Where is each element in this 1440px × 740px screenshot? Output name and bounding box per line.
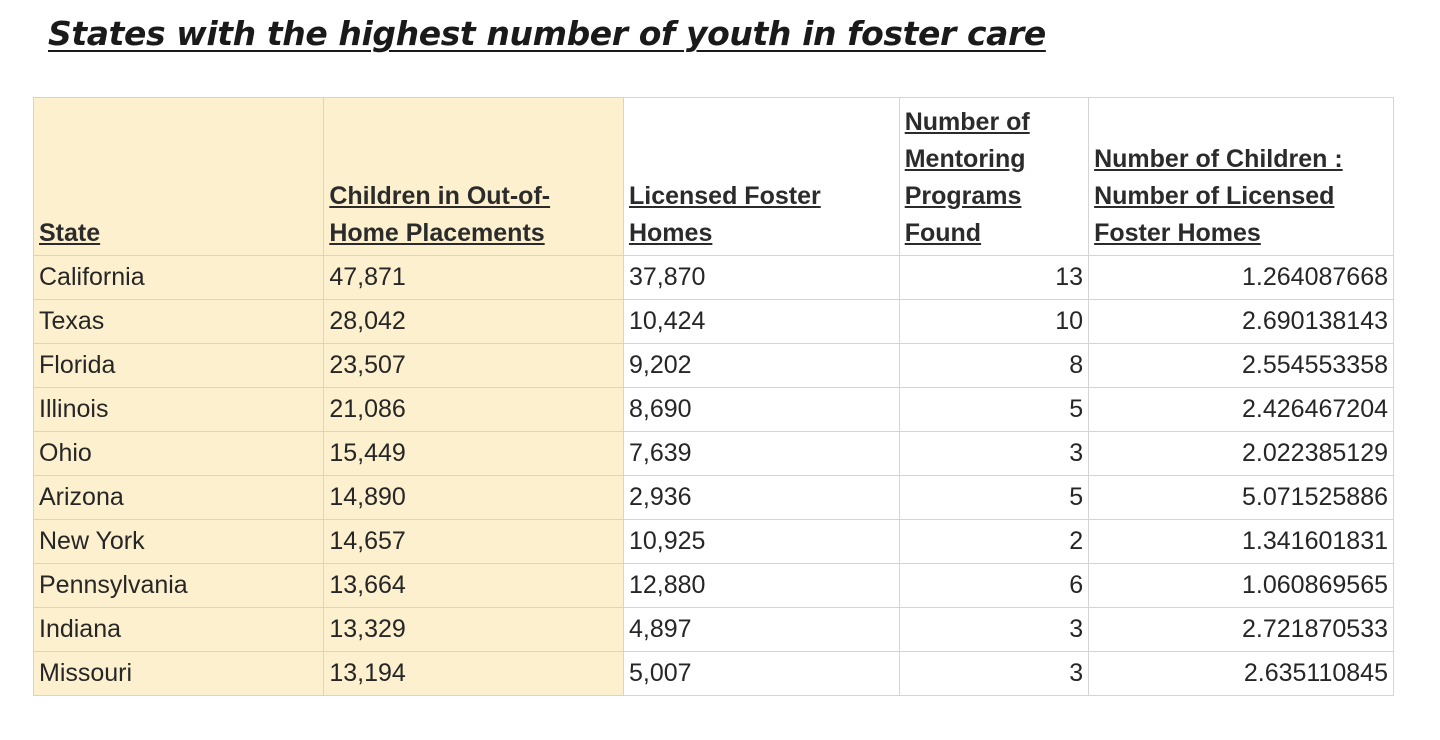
ratio-cell: 2.635110845 (1088, 651, 1394, 696)
programs-cell: 6 (898, 563, 1090, 608)
children-cell: 15,449 (323, 431, 624, 476)
programs-cell: 13 (898, 255, 1090, 300)
homes-cell: 10,925 (622, 519, 900, 564)
ratio-cell: 2.721870533 (1088, 607, 1394, 652)
children-cell: 47,871 (323, 255, 624, 300)
ratio-cell: 5.071525886 (1088, 475, 1394, 520)
table-row: Indiana 13,329 4,897 3 2.721870533 (32, 607, 1394, 652)
programs-cell: 3 (898, 431, 1090, 476)
programs-cell: 5 (898, 387, 1090, 432)
state-cell: Missouri (32, 651, 325, 696)
ratio-cell: 1.060869565 (1088, 563, 1394, 608)
children-cell: 14,657 (323, 519, 624, 564)
header-children-to-homes-ratio: Number of Children : Number of Licensed … (1088, 97, 1394, 256)
header-mentoring-programs: Number of Mentoring Programs Found (898, 97, 1090, 256)
state-cell: Texas (32, 299, 325, 344)
state-cell: Ohio (32, 431, 325, 476)
header-licensed-homes: Licensed Foster Homes (622, 97, 900, 256)
state-cell: Arizona (32, 475, 325, 520)
state-cell: Indiana (32, 607, 325, 652)
children-cell: 21,086 (323, 387, 624, 432)
homes-cell: 8,690 (622, 387, 900, 432)
children-cell: 14,890 (323, 475, 624, 520)
table-row: Ohio 15,449 7,639 3 2.022385129 (32, 431, 1394, 476)
programs-cell: 10 (898, 299, 1090, 344)
state-cell: Illinois (32, 387, 325, 432)
header-state: State (32, 97, 325, 256)
table-row: Texas 28,042 10,424 10 2.690138143 (32, 299, 1394, 344)
programs-cell: 3 (898, 651, 1090, 696)
table-row: California 47,871 37,870 13 1.264087668 (32, 255, 1394, 300)
children-cell: 13,329 (323, 607, 624, 652)
children-cell: 23,507 (323, 343, 624, 388)
homes-cell: 7,639 (622, 431, 900, 476)
homes-cell: 4,897 (622, 607, 900, 652)
ratio-cell: 2.690138143 (1088, 299, 1394, 344)
ratio-cell: 2.426467204 (1088, 387, 1394, 432)
table-row: Illinois 21,086 8,690 5 2.426467204 (32, 387, 1394, 432)
state-cell: California (32, 255, 325, 300)
homes-cell: 2,936 (622, 475, 900, 520)
homes-cell: 10,424 (622, 299, 900, 344)
state-cell: Florida (32, 343, 325, 388)
children-cell: 28,042 (323, 299, 624, 344)
state-cell: Pennsylvania (32, 563, 325, 608)
table-row: Florida 23,507 9,202 8 2.554553358 (32, 343, 1394, 388)
ratio-cell: 1.264087668 (1088, 255, 1394, 300)
ratio-cell: 2.022385129 (1088, 431, 1394, 476)
header-children-placements: Children in Out-of-Home Placements (323, 97, 624, 256)
homes-cell: 9,202 (622, 343, 900, 388)
programs-cell: 5 (898, 475, 1090, 520)
table-header-row: State Children in Out-of-Home Placements… (32, 97, 1394, 256)
programs-cell: 2 (898, 519, 1090, 564)
table-row: Arizona 14,890 2,936 5 5.071525886 (32, 475, 1394, 520)
foster-care-table: State Children in Out-of-Home Placements… (32, 97, 1394, 696)
table-row: Pennsylvania 13,664 12,880 6 1.060869565 (32, 563, 1394, 608)
programs-cell: 8 (898, 343, 1090, 388)
homes-cell: 12,880 (622, 563, 900, 608)
children-cell: 13,194 (323, 651, 624, 696)
table-row: Missouri 13,194 5,007 3 2.635110845 (32, 651, 1394, 696)
ratio-cell: 1.341601831 (1088, 519, 1394, 564)
state-cell: New York (32, 519, 325, 564)
homes-cell: 37,870 (622, 255, 900, 300)
table-row: New York 14,657 10,925 2 1.341601831 (32, 519, 1394, 564)
page-title: States with the highest number of youth … (48, 14, 1046, 53)
ratio-cell: 2.554553358 (1088, 343, 1394, 388)
homes-cell: 5,007 (622, 651, 900, 696)
programs-cell: 3 (898, 607, 1090, 652)
children-cell: 13,664 (323, 563, 624, 608)
